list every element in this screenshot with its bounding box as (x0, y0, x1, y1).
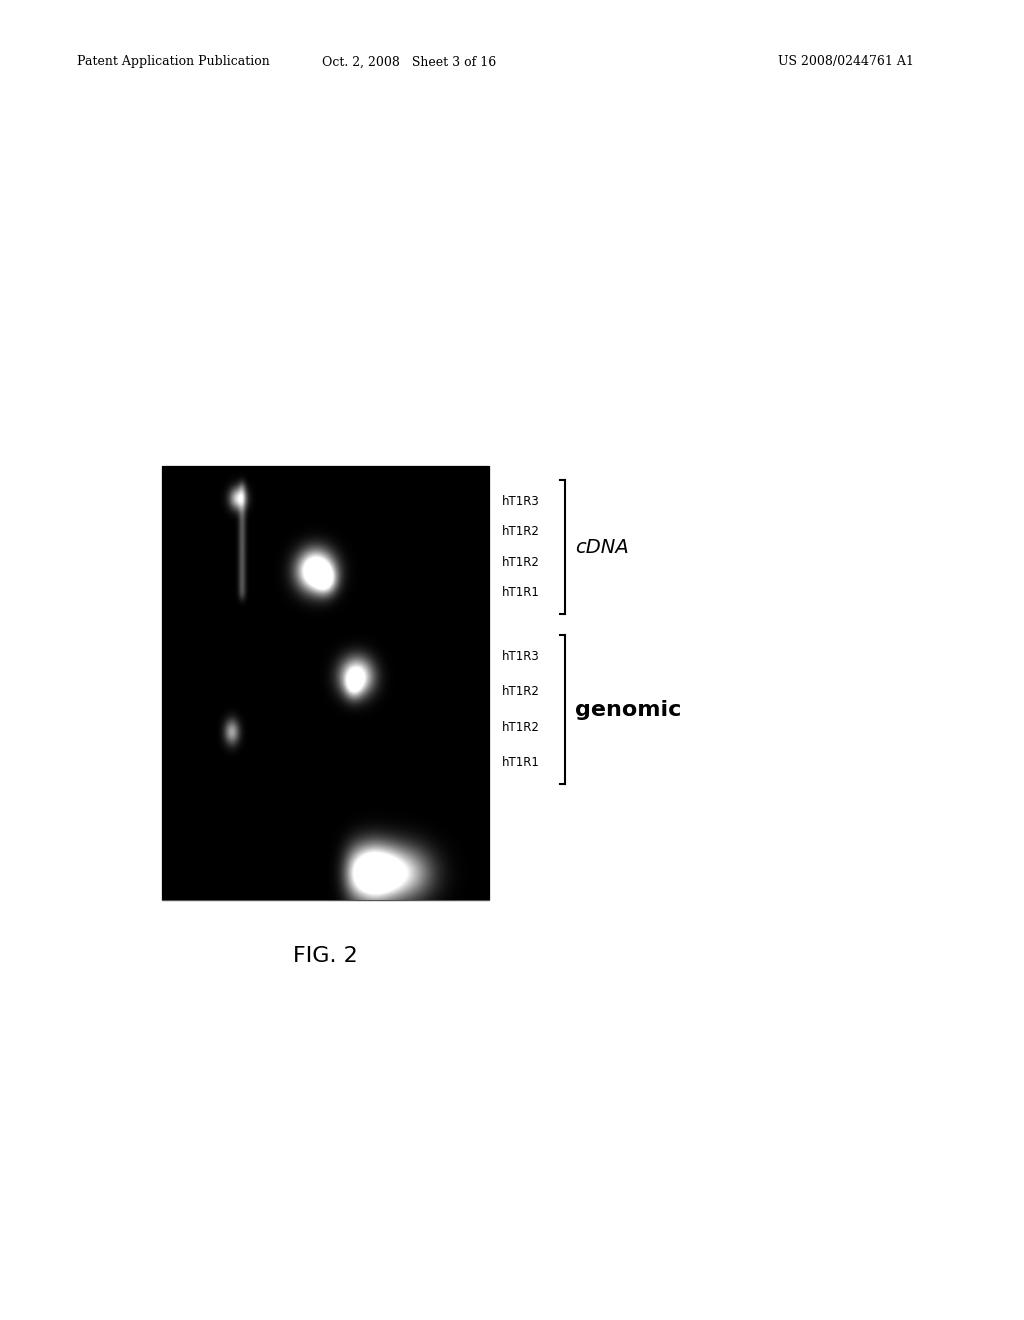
Text: hT1R2: hT1R2 (502, 721, 540, 734)
Bar (162, 466, 489, 900)
Text: cDNA: cDNA (575, 537, 629, 557)
Text: hT1R2: hT1R2 (502, 525, 540, 539)
Text: hT1R2: hT1R2 (502, 556, 540, 569)
Text: hT1R1: hT1R1 (502, 756, 540, 770)
Text: hT1R1: hT1R1 (502, 586, 540, 599)
Text: US 2008/0244761 A1: US 2008/0244761 A1 (778, 55, 914, 69)
Text: Oct. 2, 2008   Sheet 3 of 16: Oct. 2, 2008 Sheet 3 of 16 (323, 55, 497, 69)
Text: FIG. 2: FIG. 2 (293, 946, 358, 966)
Text: Patent Application Publication: Patent Application Publication (77, 55, 269, 69)
Text: hT1R3: hT1R3 (502, 495, 540, 508)
Text: hT1R3: hT1R3 (502, 649, 540, 663)
Text: hT1R2: hT1R2 (502, 685, 540, 698)
Text: genomic: genomic (575, 700, 682, 719)
